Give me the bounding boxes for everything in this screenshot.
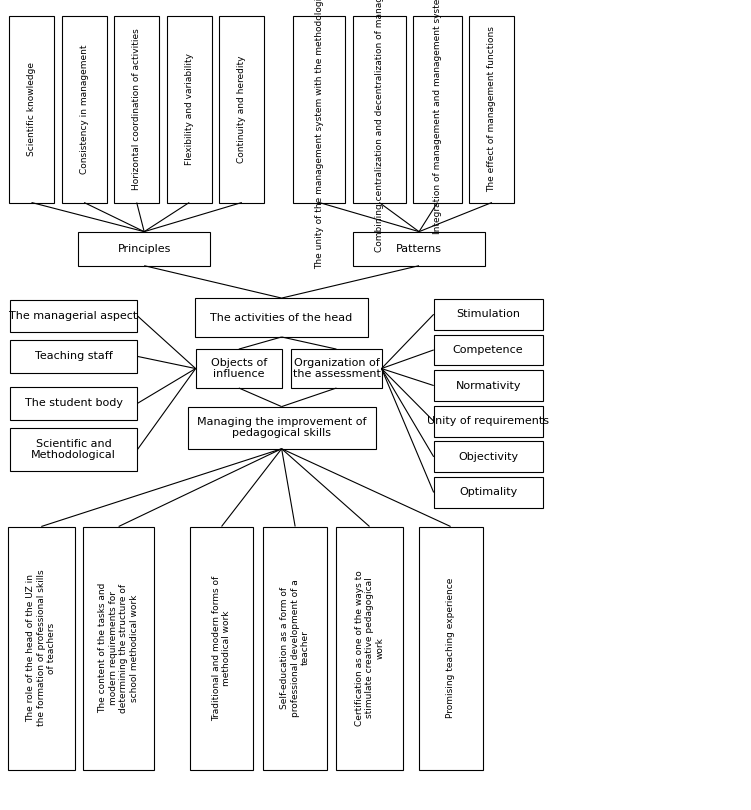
Bar	[434, 441, 542, 472]
Text: Organization of
the assessment: Organization of the assessment	[292, 358, 381, 379]
Text: Continuity and heredity: Continuity and heredity	[237, 56, 246, 163]
Text: The activities of the head: The activities of the head	[210, 313, 353, 322]
Bar	[434, 406, 542, 437]
Text: Combining centralization and decentralization of management: Combining centralization and decentraliz…	[375, 0, 384, 252]
Bar	[195, 298, 368, 337]
Bar	[195, 349, 282, 388]
Text: Managing the improvement of
pedagogical skills: Managing the improvement of pedagogical …	[197, 417, 366, 438]
Text: Self-education as a form of
professional development of a
teacher: Self-education as a form of professional…	[280, 579, 310, 717]
Text: Certification as one of the ways to
stimulate creative pedagogical
work: Certification as one of the ways to stim…	[354, 570, 385, 726]
Text: The effect of management functions: The effect of management functions	[487, 27, 496, 192]
Bar	[291, 349, 382, 388]
Text: Scientific knowledge: Scientific knowledge	[27, 62, 36, 156]
Text: Competence: Competence	[453, 345, 523, 355]
Bar	[293, 16, 345, 202]
Text: The role of the head of the UZ in
the formation of professional skills
of teache: The role of the head of the UZ in the fo…	[26, 569, 56, 727]
Text: The managerial aspect: The managerial aspect	[10, 311, 137, 321]
Bar	[336, 526, 403, 770]
Text: Consistency in management: Consistency in management	[80, 45, 89, 174]
Bar	[469, 16, 514, 202]
Text: Horizontal coordination of activities: Horizontal coordination of activities	[132, 28, 141, 190]
Bar	[167, 16, 212, 202]
Bar	[434, 477, 542, 508]
Bar	[188, 407, 376, 449]
Text: The student body: The student body	[25, 399, 122, 408]
Text: Flexibility and variability: Flexibility and variability	[185, 53, 194, 165]
Bar	[419, 526, 483, 770]
Bar	[219, 16, 264, 202]
Bar	[9, 16, 54, 202]
Text: Objectivity: Objectivity	[458, 452, 518, 462]
Text: Scientific and
Methodological: Scientific and Methodological	[31, 439, 116, 460]
Text: Unity of requirements: Unity of requirements	[427, 416, 549, 426]
Bar	[413, 16, 462, 202]
Bar	[83, 526, 155, 770]
Bar	[10, 428, 137, 471]
Text: The content of the tasks and
modern requirements for
determining the structure o: The content of the tasks and modern requ…	[98, 583, 139, 713]
Bar	[8, 526, 75, 770]
Bar	[264, 526, 327, 770]
Bar	[353, 16, 406, 202]
Bar	[10, 300, 137, 332]
Text: Objects of
influence: Objects of influence	[211, 358, 267, 379]
Text: Teaching staff: Teaching staff	[35, 352, 113, 361]
Bar	[114, 16, 159, 202]
Bar	[10, 387, 137, 420]
Bar	[79, 232, 210, 266]
Text: Traditional and modern forms of
methodical work: Traditional and modern forms of methodic…	[212, 575, 231, 721]
Text: Principles: Principles	[117, 244, 171, 254]
Bar	[10, 340, 137, 373]
Text: Patterns: Patterns	[396, 244, 442, 254]
Bar	[189, 526, 254, 770]
Bar	[354, 232, 485, 266]
Bar	[434, 335, 542, 365]
Text: Normativity: Normativity	[455, 381, 521, 390]
Bar	[434, 299, 542, 330]
Text: Optimality: Optimality	[459, 488, 517, 497]
Bar	[62, 16, 107, 202]
Text: Promising teaching experience: Promising teaching experience	[446, 578, 455, 718]
Bar	[434, 370, 542, 401]
Text: Integration of management and management systems: Integration of management and management…	[433, 0, 442, 234]
Text: The unity of the management system with the methodological service: The unity of the management system with …	[315, 0, 324, 269]
Text: Stimulation: Stimulation	[456, 309, 520, 319]
